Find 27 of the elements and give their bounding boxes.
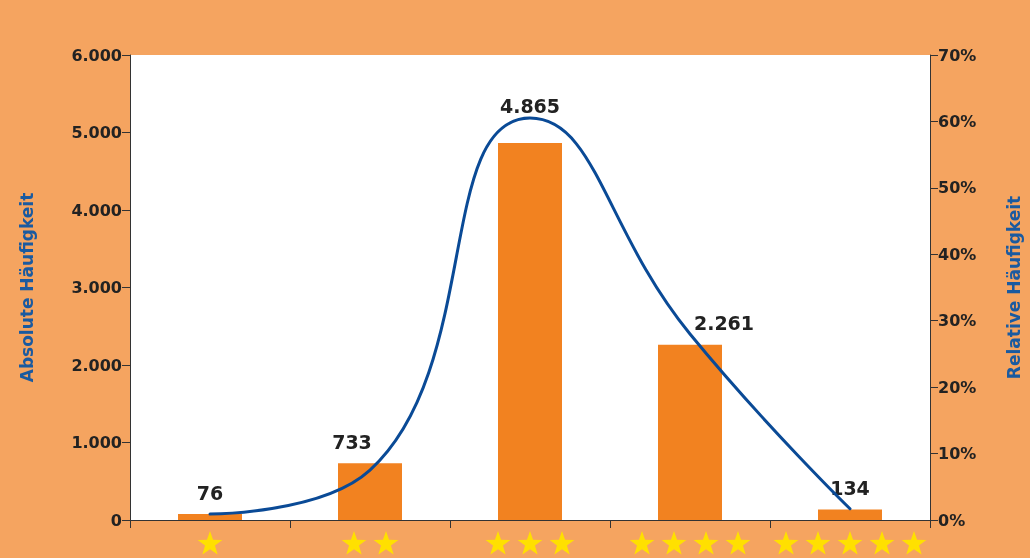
y-tick-label: 2.000 [71, 355, 122, 375]
y-tick-label: 4.000 [71, 200, 122, 220]
y-tick-label: 3.000 [71, 278, 122, 297]
y-tick-label: 5.000 [71, 123, 122, 142]
data-label: 76 [196, 481, 224, 504]
data-label: 4.865 [499, 95, 561, 118]
data-label: 733 [332, 430, 372, 453]
bar [338, 463, 402, 520]
y2-tick-label: 50% [938, 178, 977, 198]
y-tick-label: 0 [110, 510, 122, 530]
y2-tick-label: 0% [938, 510, 966, 530]
y-axis-title: Absolute Häufigkeit [16, 192, 37, 383]
y-tick-label: 1.000 [71, 433, 122, 452]
data-label: 134 [830, 477, 870, 500]
y2-axis-title: Relative Häufigkeit [1003, 195, 1024, 380]
y2-tick-label: 20% [938, 377, 977, 397]
y-tick-label: 6.000 [71, 45, 122, 65]
y2-tick-label: 70% [938, 45, 977, 65]
data-label: 2.261 [693, 312, 755, 335]
bar [178, 514, 242, 520]
y2-tick-label: 10% [938, 444, 977, 464]
y2-tick-label: 30% [938, 311, 977, 331]
y2-tick-label: 40% [938, 244, 977, 264]
bar [498, 142, 562, 520]
bar [658, 344, 722, 520]
bar [818, 509, 882, 520]
y2-tick-label: 60% [938, 111, 977, 131]
